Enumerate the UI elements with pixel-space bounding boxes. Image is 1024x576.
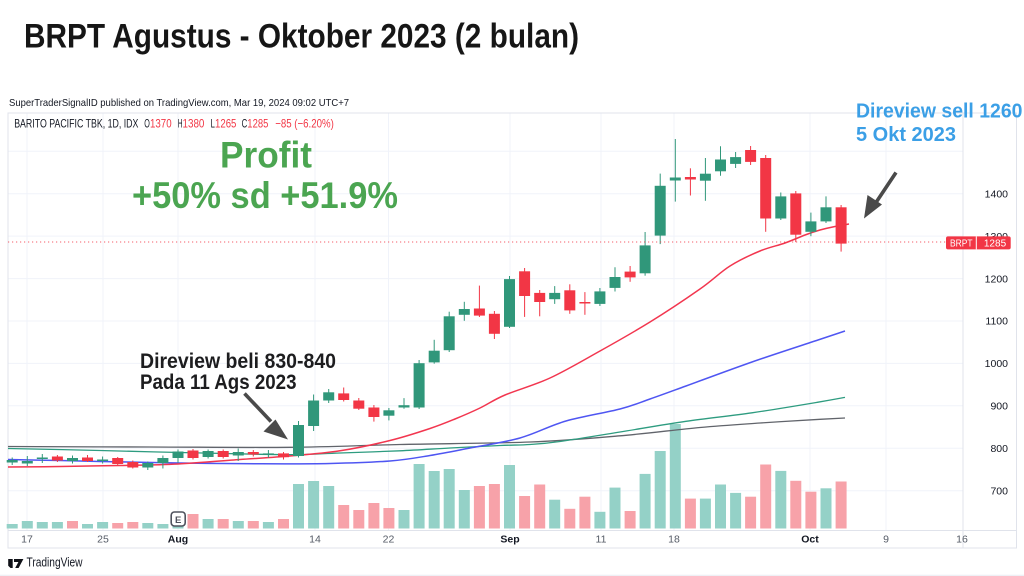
svg-text:BRPT: BRPT bbox=[950, 238, 973, 249]
svg-text:800: 800 bbox=[990, 443, 1008, 455]
svg-text:1380: 1380 bbox=[183, 117, 205, 131]
svg-text:1285: 1285 bbox=[984, 238, 1007, 249]
svg-text:Pada 11 Ags 2023: Pada 11 Ags 2023 bbox=[140, 370, 297, 394]
svg-text:1265: 1265 bbox=[215, 117, 237, 131]
svg-text:9: 9 bbox=[883, 534, 889, 546]
svg-text:22: 22 bbox=[383, 534, 395, 546]
svg-text:1370: 1370 bbox=[150, 117, 172, 131]
svg-text:E: E bbox=[175, 515, 181, 526]
svg-text:1400: 1400 bbox=[985, 188, 1009, 200]
svg-text:TradingView: TradingView bbox=[27, 556, 84, 570]
svg-text:O: O bbox=[144, 117, 150, 131]
svg-text:11: 11 bbox=[596, 534, 607, 546]
svg-text:1000: 1000 bbox=[985, 358, 1009, 370]
svg-text:5 Okt 2023: 5 Okt 2023 bbox=[856, 124, 956, 146]
svg-text:700: 700 bbox=[990, 485, 1008, 497]
svg-text:14: 14 bbox=[309, 534, 321, 546]
svg-text:BRPT Agustus - Oktober 2023 (2: BRPT Agustus - Oktober 2023 (2 bulan) bbox=[24, 18, 579, 56]
svg-text:Sep: Sep bbox=[500, 534, 519, 546]
svg-text:Direview beli 830-840: Direview beli 830-840 bbox=[140, 349, 336, 373]
svg-text:BARITO PACIFIC TBK, 1D, IDX: BARITO PACIFIC TBK, 1D, IDX bbox=[14, 117, 138, 131]
svg-text:1100: 1100 bbox=[985, 316, 1008, 328]
svg-text:1285: 1285 bbox=[247, 117, 268, 131]
svg-text:C: C bbox=[242, 117, 248, 131]
svg-text:Profit: Profit bbox=[220, 134, 312, 175]
svg-text:Direview sell 1260: Direview sell 1260 bbox=[856, 100, 1023, 122]
svg-text:900: 900 bbox=[990, 401, 1008, 413]
svg-text:−85 (−6.20%): −85 (−6.20%) bbox=[275, 117, 334, 131]
svg-text:Oct: Oct bbox=[801, 534, 819, 546]
svg-text:H: H bbox=[178, 117, 183, 131]
svg-text:18: 18 bbox=[668, 534, 680, 546]
svg-text:17: 17 bbox=[21, 534, 33, 546]
svg-text:+50% sd +51.9%: +50% sd +51.9% bbox=[132, 175, 398, 216]
svg-text:SuperTraderSignalID published: SuperTraderSignalID published on Trading… bbox=[9, 97, 349, 109]
svg-text:16: 16 bbox=[956, 534, 968, 546]
svg-text:25: 25 bbox=[97, 534, 109, 546]
svg-text:1200: 1200 bbox=[985, 273, 1009, 285]
svg-text:Aug: Aug bbox=[168, 534, 188, 546]
svg-text:L: L bbox=[211, 117, 216, 131]
